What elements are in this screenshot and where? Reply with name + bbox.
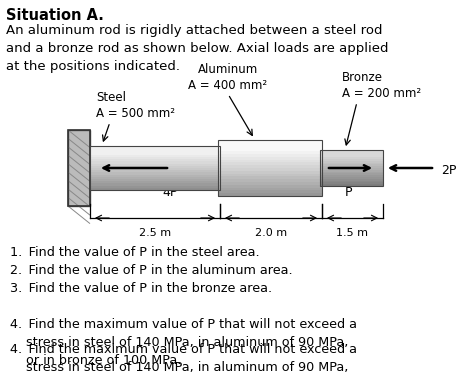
Bar — [218, 154, 322, 157]
Bar — [320, 171, 383, 174]
Bar — [90, 148, 220, 151]
Bar — [320, 164, 383, 167]
Bar — [218, 185, 322, 188]
Bar — [320, 161, 383, 163]
Text: 4. Find the maximum value of P that will not exceed a: 4. Find the maximum value of P that will… — [10, 318, 357, 331]
Bar — [90, 183, 220, 186]
Bar — [90, 186, 220, 188]
Bar — [68, 130, 90, 206]
Bar — [218, 179, 322, 182]
Bar — [320, 154, 383, 156]
Bar — [90, 161, 220, 164]
Text: or in bronze of 100 MPa.: or in bronze of 100 MPa. — [26, 354, 181, 367]
Bar — [90, 174, 220, 177]
Bar — [320, 150, 383, 186]
Bar — [320, 157, 383, 159]
Text: 4P: 4P — [163, 186, 178, 199]
Bar — [320, 166, 383, 168]
Bar — [320, 180, 383, 183]
Bar — [218, 193, 322, 197]
Bar — [218, 188, 322, 191]
Bar — [90, 159, 220, 162]
Bar — [320, 152, 383, 154]
Bar — [218, 165, 322, 168]
Text: 4. Find the maximum value of P that will not exceed a: 4. Find the maximum value of P that will… — [10, 343, 357, 356]
Text: 1. Find the value of P in the steel area.: 1. Find the value of P in the steel area… — [10, 246, 260, 259]
Text: 1.5 m: 1.5 m — [337, 228, 369, 238]
Text: Situation A.: Situation A. — [6, 8, 104, 23]
Bar — [90, 170, 220, 173]
Bar — [218, 159, 322, 163]
Text: 2P: 2P — [441, 164, 457, 176]
Bar — [90, 164, 220, 166]
Text: Steel
A = 500 mm²: Steel A = 500 mm² — [96, 91, 175, 120]
Bar — [218, 190, 322, 194]
Bar — [218, 146, 322, 149]
Bar — [320, 159, 383, 161]
Bar — [320, 150, 383, 152]
Text: Aluminum
A = 400 mm²: Aluminum A = 400 mm² — [188, 63, 268, 92]
Bar — [218, 151, 322, 155]
Bar — [218, 182, 322, 185]
Bar — [68, 130, 90, 206]
Text: An aluminum rod is rigidly attached between a steel rod
and a bronze rod as show: An aluminum rod is rigidly attached betw… — [6, 24, 388, 73]
Bar — [90, 157, 220, 160]
Bar — [90, 181, 220, 184]
Text: 2.5 m: 2.5 m — [139, 228, 171, 238]
Bar — [218, 171, 322, 174]
Bar — [90, 155, 220, 158]
Bar — [218, 140, 322, 196]
Bar — [218, 168, 322, 171]
Bar — [90, 153, 220, 155]
Text: 3. Find the value of P in the bronze area.: 3. Find the value of P in the bronze are… — [10, 282, 272, 295]
Text: 2.0 m: 2.0 m — [255, 228, 287, 238]
Bar — [320, 162, 383, 165]
Text: stress in steel of 140 MPa, in aluminum of 90 MPa,: stress in steel of 140 MPa, in aluminum … — [26, 361, 348, 374]
Bar — [90, 173, 220, 175]
Bar — [320, 155, 383, 158]
Bar — [218, 174, 322, 177]
Bar — [320, 173, 383, 176]
Bar — [90, 166, 220, 168]
Bar — [90, 179, 220, 182]
Text: P: P — [344, 186, 352, 199]
Text: 2. Find the value of P in the aluminum area.: 2. Find the value of P in the aluminum a… — [10, 264, 293, 277]
Bar — [320, 170, 383, 172]
Bar — [90, 150, 220, 153]
Bar — [90, 168, 220, 171]
Text: Bronze
A = 200 mm²: Bronze A = 200 mm² — [342, 71, 421, 100]
Bar — [218, 162, 322, 166]
Bar — [320, 182, 383, 185]
Bar — [218, 140, 322, 143]
Bar — [320, 184, 383, 186]
Bar — [218, 157, 322, 160]
Bar — [218, 149, 322, 152]
Bar — [90, 146, 220, 190]
Bar — [90, 188, 220, 191]
Bar — [320, 168, 383, 170]
Bar — [320, 179, 383, 181]
Bar — [218, 176, 322, 180]
Bar — [90, 146, 220, 149]
Bar — [90, 177, 220, 179]
Text: stress in steel of 140 MPa, in aluminum of 90 MPa,: stress in steel of 140 MPa, in aluminum … — [26, 336, 348, 349]
Bar — [320, 177, 383, 179]
Bar — [320, 175, 383, 177]
Bar — [218, 143, 322, 146]
